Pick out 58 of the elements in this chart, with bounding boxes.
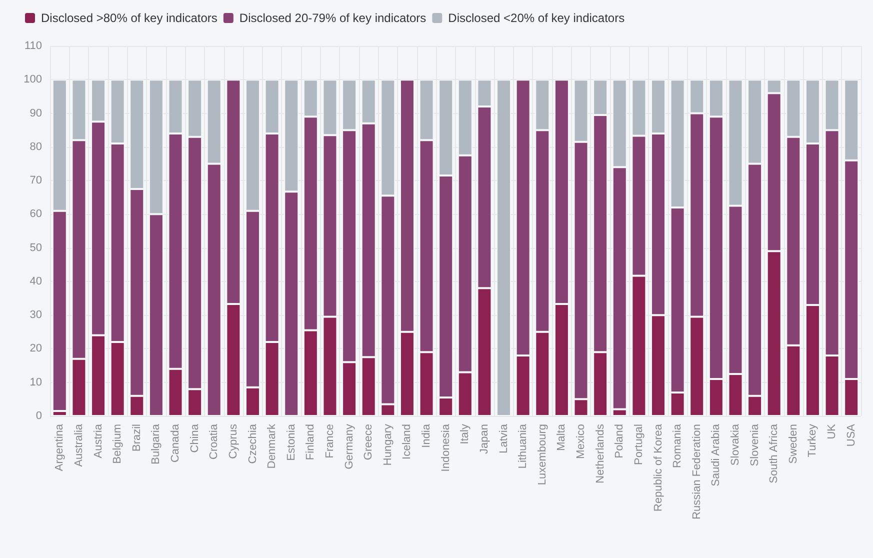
bar: [496, 80, 512, 416]
x-tick-label: Mexico: [575, 424, 588, 459]
x-tick-label: Luxembourg: [536, 424, 548, 486]
x-tick-label: Belgium: [112, 424, 124, 464]
x-tick-label: Malta: [556, 423, 568, 451]
y-tick-label: 50: [30, 242, 42, 254]
y-tick-label: 110: [24, 40, 42, 52]
x-tick-label: Germany: [343, 424, 356, 470]
x-tick-label: Slovakia: [729, 423, 742, 466]
x-tick-label: Iceland: [401, 424, 414, 460]
x-tick-label: Slovenia: [748, 423, 761, 466]
x-tick-label: Finland: [304, 424, 317, 460]
x-tick-label: India: [420, 423, 433, 448]
x-tick-label: UK: [826, 423, 838, 440]
x-tick-label: Indonesia: [440, 423, 452, 472]
x-tick-label: Austria: [92, 423, 104, 458]
y-tick-label: 70: [30, 174, 42, 187]
x-tick-label: USA: [845, 423, 858, 447]
x-tick-label: Estonia: [285, 423, 298, 461]
x-tick-label: Greece: [362, 424, 375, 460]
x-tick-label: Lithuania: [517, 423, 530, 469]
y-tick-label: 0: [36, 410, 42, 422]
y-tick-label: 80: [30, 140, 42, 153]
y-tick-label: 30: [30, 309, 42, 322]
x-tick-label: China: [188, 423, 201, 453]
x-tick-label: South Africa: [768, 423, 780, 484]
x-tick-label: France: [324, 424, 336, 458]
y-tick-label: 90: [30, 107, 42, 120]
legend-label: Disclosed >80% of key indicators: [41, 11, 218, 25]
x-tick-label: Republic of Korea: [652, 423, 664, 512]
x-tick-label: Bulgaria: [150, 423, 162, 464]
x-tick-label: Cyprus: [227, 424, 240, 459]
x-tick-label: Argentina: [54, 423, 66, 472]
x-tick-label: Saudi Arabia: [710, 423, 722, 486]
x-tick-label: Canada: [170, 423, 182, 463]
x-tick-label: Turkey: [806, 424, 819, 458]
x-tick-label: Russian Federation: [690, 424, 703, 520]
x-tick-label: Romania: [672, 423, 684, 468]
x-tick-label: Hungary: [382, 424, 394, 466]
x-tick-label: Italy: [459, 424, 472, 444]
y-tick-label: 40: [30, 275, 42, 288]
x-tick-label: Denmark: [266, 424, 278, 469]
y-tick-label: 10: [30, 376, 42, 388]
x-tick-label: Czechia: [246, 423, 259, 464]
x-tick-label: Croatia: [208, 423, 220, 460]
x-tick-label: Poland: [614, 424, 626, 458]
x-tick-label: Netherlands: [594, 424, 606, 484]
x-tick-label: Japan: [478, 424, 490, 454]
x-tick-label: Brazil: [130, 424, 143, 452]
x-tick-label: Latvia: [498, 423, 510, 454]
x-tick-label: Sweden: [787, 424, 800, 464]
y-tick-label: 60: [30, 208, 42, 220]
legend-label: Disclosed <20% of key indicators: [448, 11, 625, 25]
y-tick-label: 100: [24, 74, 42, 86]
y-tick-label: 20: [30, 342, 42, 355]
legend-label: Disclosed 20-79% of key indicators: [239, 11, 426, 25]
x-tick-label: Portugal: [632, 424, 645, 465]
x-tick-label: Australia: [72, 423, 85, 467]
